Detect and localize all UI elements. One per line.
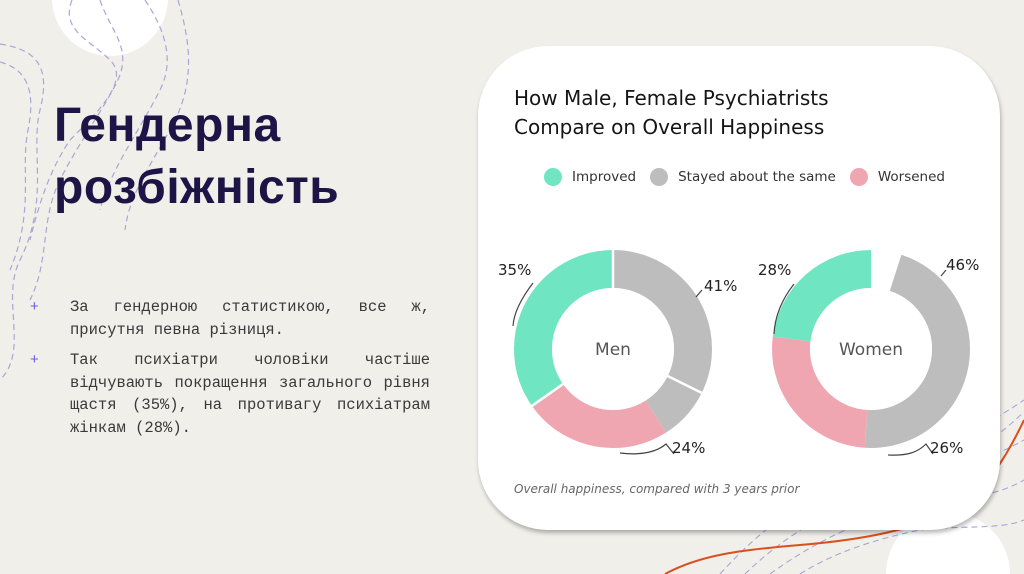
chart-legend: Improved Stayed about the same Worsened — [544, 168, 959, 186]
slide-title-line2: розбіжність — [54, 161, 340, 214]
bullet-item: + За гендерною статистикою, все ж, прису… — [30, 296, 430, 341]
men-worsened-segment — [514, 250, 712, 448]
plus-bullet-icon: + — [30, 298, 39, 315]
plus-bullet-icon: + — [30, 351, 39, 368]
chart-card: How Male, Female Psychiatrists Compare o… — [478, 46, 1000, 530]
women-same-value: 46% — [946, 256, 979, 274]
legend-label: Stayed about the same — [678, 169, 836, 185]
bullet-item: + Так психіатри чоловіки частіше відчува… — [30, 349, 430, 439]
women-improved-value: 28% — [758, 261, 791, 279]
legend-dot-icon — [650, 168, 669, 186]
legend-item-improved: Improved — [544, 168, 636, 186]
slide-title: Гендерна розбіжність — [54, 95, 339, 219]
bullet-text: За гендерною статистикою, все ж, присутн… — [70, 298, 430, 339]
slide-title-line1: Гендерна — [54, 99, 281, 152]
women-worsened-value: 26% — [930, 439, 963, 457]
men-improved-value: 35% — [498, 261, 531, 279]
legend-item-same: Stayed about the same — [650, 168, 836, 186]
white-circle-top-left — [52, 0, 168, 56]
chart-footnote: Overall happiness, compared with 3 years… — [514, 482, 800, 496]
women-improved-segment — [772, 250, 970, 448]
chart-title-line2: Compare on Overall Happiness — [514, 115, 825, 139]
women-center-label: Women — [839, 340, 903, 360]
men-worsened-value: 24% — [672, 439, 705, 457]
bullet-text: Так психіатри чоловіки частіше відчувают… — [70, 351, 430, 437]
donut-women — [772, 250, 970, 448]
legend-label: Improved — [572, 169, 637, 185]
women-worsened-segment — [772, 250, 970, 448]
men-center-label: Men — [595, 340, 631, 360]
chart-title-line1: How Male, Female Psychiatrists — [514, 86, 829, 110]
men-same-value: 41% — [704, 277, 737, 295]
legend-label: Worsened — [877, 169, 945, 185]
donut-charts: Men 35% 41% 24% Women 28% 46% 26% — [498, 246, 979, 457]
women-same-segment — [772, 250, 970, 448]
legend-dot-icon — [544, 168, 562, 186]
legend-dot-icon — [849, 168, 868, 186]
legend-item-worsened: Worsened — [849, 168, 945, 186]
chart-title: How Male, Female Psychiatrists Compare o… — [514, 84, 829, 142]
bullet-list: + За гендерною статистикою, все ж, прису… — [30, 296, 430, 447]
